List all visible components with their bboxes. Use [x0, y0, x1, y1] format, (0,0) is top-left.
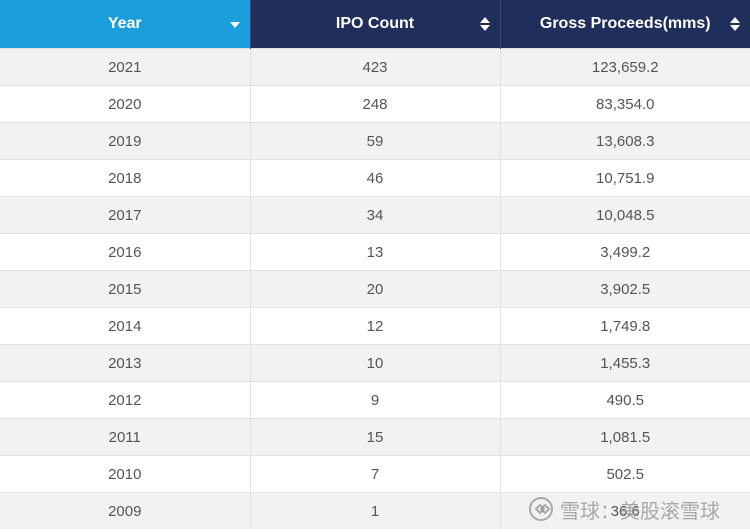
cell-year: 2019	[0, 122, 250, 160]
table-row: 2019 59 13,608.3	[0, 122, 750, 160]
table-row: 2016 13 3,499.2	[0, 233, 750, 271]
cell-gross-proceeds: 1,081.5	[499, 418, 750, 456]
table-row: 2018 46 10,751.9	[0, 159, 750, 197]
cell-gross-proceeds: 3,902.5	[499, 270, 750, 308]
column-header-label: IPO Count	[335, 15, 415, 32]
column-header-label: Gross Proceeds(mms)	[539, 15, 711, 32]
cell-year: 2016	[0, 233, 250, 271]
cell-gross-proceeds: 13,608.3	[499, 122, 750, 160]
cell-ipo-count: 10	[249, 344, 500, 382]
column-header-year[interactable]: Year	[0, 0, 250, 49]
cell-year: 2013	[0, 344, 250, 382]
table-row: 2013 10 1,455.3	[0, 344, 750, 382]
cell-ipo-count: 20	[249, 270, 500, 308]
sort-updown-icon[interactable]	[479, 16, 490, 32]
cell-year: 2020	[0, 85, 250, 123]
table-row: 2017 34 10,048.5	[0, 196, 750, 234]
cell-year: 2014	[0, 307, 250, 345]
cell-ipo-count: 34	[249, 196, 500, 234]
cell-ipo-count: 9	[249, 381, 500, 419]
table-row: 2009 1 36.6	[0, 492, 750, 529]
cell-gross-proceeds: 83,354.0	[499, 85, 750, 123]
cell-gross-proceeds: 10,751.9	[499, 159, 750, 197]
sort-updown-icon[interactable]	[730, 16, 740, 32]
cell-ipo-count: 15	[249, 418, 500, 456]
table-row: 2021 423 123,659.2	[0, 48, 750, 86]
cell-ipo-count: 46	[249, 159, 500, 197]
table-header-row: Year IPO Count Gross Proceeds(mms)	[0, 0, 750, 49]
cell-gross-proceeds: 1,749.8	[499, 307, 750, 345]
caret-down-icon[interactable]	[229, 16, 240, 32]
cell-year: 2010	[0, 455, 250, 493]
table-row: 2020 248 83,354.0	[0, 85, 750, 123]
table-row: 2010 7 502.5	[0, 455, 750, 493]
cell-ipo-count: 7	[249, 455, 500, 493]
table-row: 2012 9 490.5	[0, 381, 750, 419]
cell-year: 2011	[0, 418, 250, 456]
column-header-ipo-count[interactable]: IPO Count	[249, 0, 500, 49]
cell-year: 2021	[0, 48, 250, 86]
cell-ipo-count: 59	[249, 122, 500, 160]
table-body: 2021 423 123,659.2 2020 248 83,354.0 2019 59 13,…	[0, 48, 750, 529]
table-row: 2014 12 1,749.8	[0, 307, 750, 345]
cell-year: 2012	[0, 381, 250, 419]
cell-ipo-count: 13	[249, 233, 500, 271]
cell-ipo-count: 248	[249, 85, 500, 123]
table-row: 2011 15 1,081.5	[0, 418, 750, 456]
cell-year: 2018	[0, 159, 250, 197]
cell-ipo-count: 423	[249, 48, 500, 86]
cell-ipo-count: 1	[249, 492, 500, 529]
cell-gross-proceeds: 10,048.5	[499, 196, 750, 234]
column-header-gross-proceeds[interactable]: Gross Proceeds(mms)	[499, 0, 750, 49]
cell-year: 2015	[0, 270, 250, 308]
cell-gross-proceeds: 123,659.2	[499, 48, 750, 86]
cell-ipo-count: 12	[249, 307, 500, 345]
column-header-label: Year	[107, 15, 142, 32]
cell-gross-proceeds: 1,455.3	[499, 344, 750, 382]
cell-gross-proceeds: 502.5	[499, 455, 750, 493]
cell-gross-proceeds: 490.5	[499, 381, 750, 419]
table-row: 2015 20 3,902.5	[0, 270, 750, 308]
cell-year: 2017	[0, 196, 250, 234]
cell-gross-proceeds: 36.6	[499, 492, 750, 529]
cell-year: 2009	[0, 492, 250, 529]
cell-gross-proceeds: 3,499.2	[499, 233, 750, 271]
